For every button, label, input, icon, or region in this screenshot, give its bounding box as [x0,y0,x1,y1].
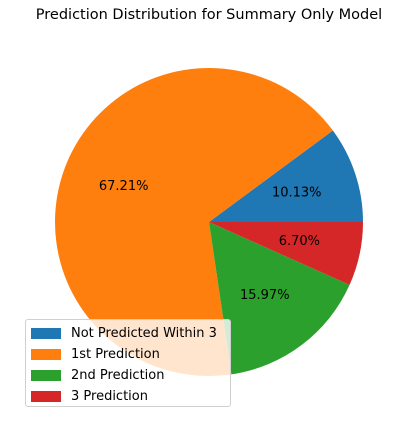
pie-slice-0 [209,130,363,222]
chart-title: Prediction Distribution for Summary Only… [35,7,383,23]
legend-item: Not Predicted Within 3 [31,323,230,344]
pie-pct-label-3: 6.70% [279,234,320,249]
legend: Not Predicted Within 3 1st Prediction 2n… [25,319,231,407]
pie-pct-label-1: 67.21% [99,179,149,194]
legend-label: 1st Prediction [71,347,160,362]
legend-item: 3 Prediction [31,386,230,407]
pie-slice-1 [54,68,333,377]
pie-slice-3 [209,222,363,285]
pie-pct-label-2: 15.97% [240,288,290,303]
legend-swatch [31,370,61,381]
pie-pct-label-0: 10.13% [272,186,322,201]
legend-swatch [31,391,61,402]
pie-slice-2 [209,222,350,375]
legend-item: 1st Prediction [31,344,230,365]
legend-label: 3 Prediction [71,389,148,404]
legend-label: Not Predicted Within 3 [71,326,217,341]
legend-swatch [31,349,61,360]
legend-swatch [31,328,61,339]
legend-item: 2nd Prediction [31,365,230,386]
legend-label: 2nd Prediction [71,368,165,383]
